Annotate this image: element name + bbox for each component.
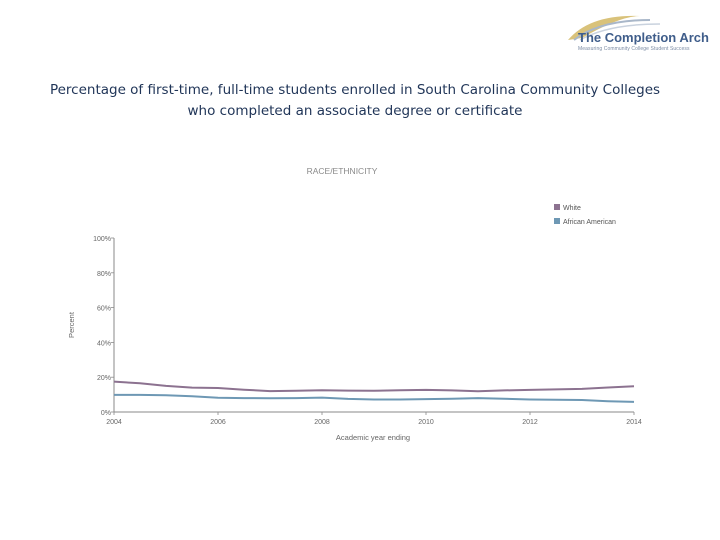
african-american-series-line (114, 393, 635, 403)
logo-tagline: Measuring Community College Student Succ… (578, 46, 690, 52)
page-title: Percentage of first-time, full-time stud… (0, 80, 710, 122)
x-tick-label: 2008 (314, 419, 330, 426)
logo-name: The Completion Arch (578, 30, 709, 45)
y-tick-label: 0% (101, 410, 111, 417)
x-tick-label: 2006 (210, 419, 226, 426)
y-tick-label: 60% (97, 306, 111, 313)
x-tick-label: 2014 (626, 419, 642, 426)
plot-area: 0% 20% 40% 60% 80% 100% 2004 2006 2008 2010 2012 20… (93, 236, 642, 426)
legend: White African American (554, 204, 616, 226)
y-tick-label: 20% (97, 375, 111, 382)
line-chart: RACE/ETHNICITY White African American 0% 2… (67, 166, 642, 442)
legend-label: White (563, 205, 581, 212)
chart-title: RACE/ETHNICITY (307, 166, 378, 176)
white-series-line (113, 380, 635, 393)
x-tick-label: 2010 (418, 419, 434, 426)
y-tick-label: 80% (97, 271, 111, 278)
x-tick-label: 2012 (522, 419, 538, 426)
x-axis-label: Academic year ending (336, 433, 410, 442)
y-axis-label: Percent (67, 311, 76, 338)
title-line-2: who completed an associate degree or cer… (187, 103, 523, 119)
legend-label: African American (563, 219, 616, 226)
x-tick-label: 2004 (106, 419, 122, 426)
y-tick-label: 100% (93, 236, 111, 243)
y-tick-label: 40% (97, 340, 111, 347)
arch-icon (568, 15, 661, 41)
legend-swatch (554, 218, 560, 224)
legend-swatch (554, 204, 560, 210)
title-line-1: Percentage of first-time, full-time stud… (49, 82, 661, 98)
logo: The Completion Arch Measuring Community … (560, 12, 710, 58)
